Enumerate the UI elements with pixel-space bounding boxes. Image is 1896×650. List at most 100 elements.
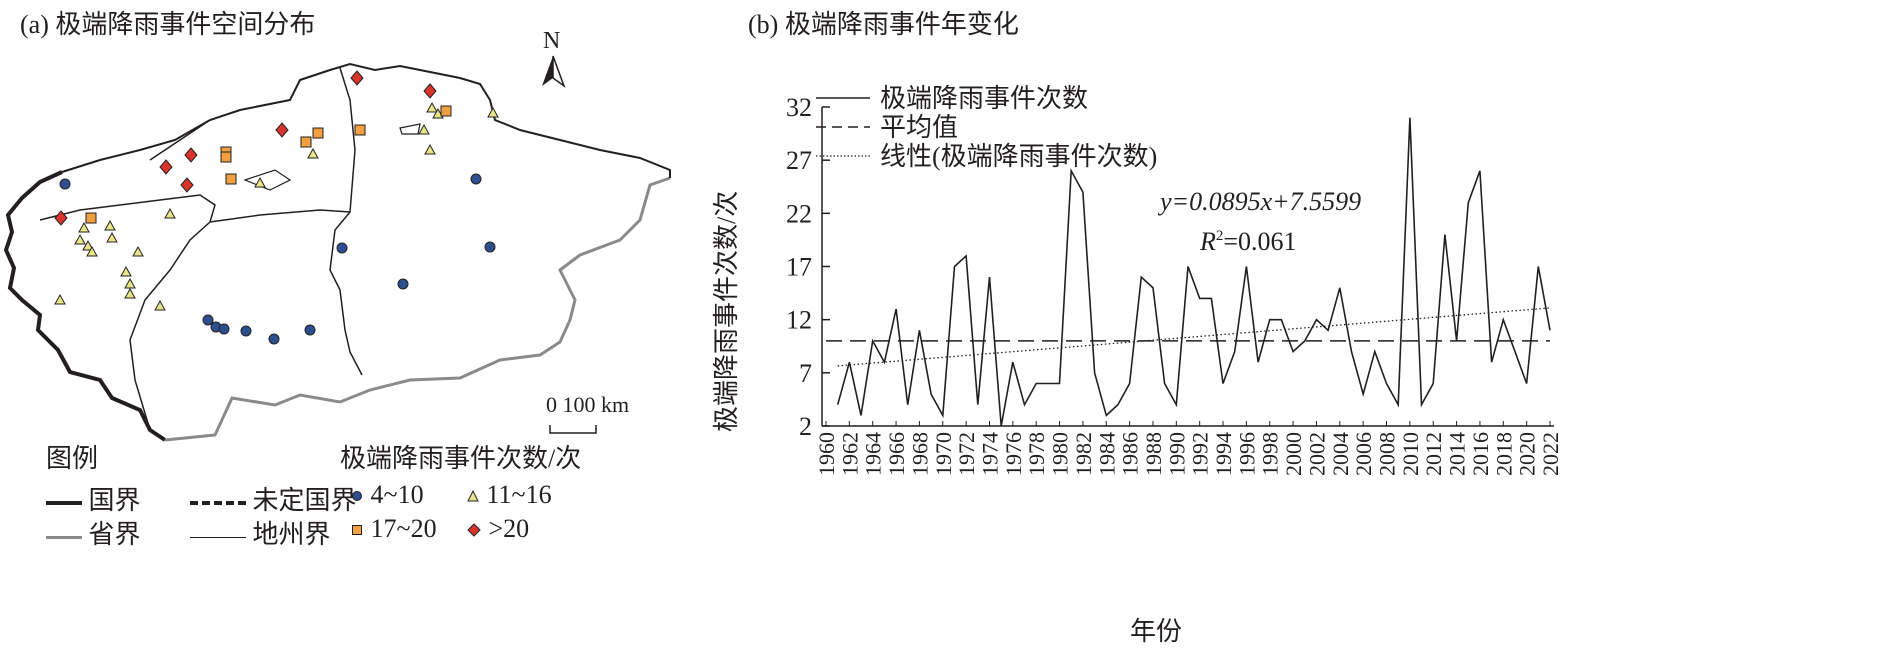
x-tick-label: 1974	[977, 432, 1002, 476]
north-label: N	[543, 28, 560, 54]
station-triangle-marker	[86, 245, 98, 257]
station-diamond-marker	[275, 122, 289, 138]
station-circle-marker	[304, 324, 316, 336]
square-marker-icon	[352, 525, 362, 535]
station-triangle-marker	[154, 299, 166, 311]
station-triangle-marker	[120, 265, 132, 277]
station-square-marker	[312, 127, 324, 139]
x-tick-label: 1970	[931, 432, 956, 476]
station-diamond-marker	[159, 159, 173, 175]
points-legend-title: 极端降雨事件次数/次	[340, 444, 582, 473]
station-triangle-marker	[74, 233, 86, 245]
x-tick-label: 1978	[1024, 432, 1049, 476]
station-diamond-marker	[423, 83, 437, 99]
y-tick-label: 7	[799, 359, 812, 388]
scale-bar	[549, 425, 597, 434]
station-triangle-marker	[54, 293, 66, 305]
y-tick-label: 2	[799, 412, 812, 441]
station-circle-marker	[268, 333, 280, 345]
station-circle-marker	[240, 325, 252, 337]
legend-province-border: 省界	[46, 514, 141, 551]
station-markers	[54, 70, 499, 345]
x-axis-label: 年份	[1130, 617, 1182, 646]
x-tick-label: 1988	[1141, 432, 1166, 476]
x-tick-label: 2002	[1304, 432, 1329, 476]
series-marks	[826, 117, 1551, 427]
station-square-marker	[220, 151, 232, 163]
x-tick-label: 2012	[1421, 432, 1446, 476]
station-triangle-marker	[78, 221, 90, 233]
y-tick-label: 32	[786, 93, 812, 122]
map: N 0 100 km	[3, 28, 671, 442]
x-tick-label: 1994	[1211, 432, 1236, 476]
x-tick-label: 2004	[1328, 432, 1353, 476]
station-circle-marker	[202, 314, 214, 326]
r-squared: R2=0.061	[1199, 227, 1297, 256]
station-diamond-marker	[54, 210, 68, 226]
station-triangle-marker	[307, 147, 319, 159]
x-tick-label: 2020	[1515, 432, 1540, 476]
x-tick-label: 1976	[1001, 432, 1026, 476]
x-tick-label: 1998	[1258, 432, 1283, 476]
station-circle-marker	[484, 241, 496, 253]
x-tick-label: 2008	[1375, 432, 1400, 476]
x-tick-label: 2010	[1398, 432, 1423, 476]
station-square-marker	[440, 105, 452, 117]
x-tick-label: 1968	[907, 432, 932, 476]
station-circle-marker	[218, 323, 230, 335]
x-tick-label: 1972	[954, 432, 979, 476]
legend-4-10: 4~10	[350, 480, 424, 510]
station-circle-marker	[470, 173, 482, 185]
north-arrow-icon	[542, 55, 566, 89]
x-tick-label: 1982	[1071, 432, 1096, 476]
station-diamond-marker	[184, 147, 198, 163]
x-tick-label: 2016	[1468, 432, 1493, 476]
station-triangle-marker	[104, 219, 116, 231]
x-tick-label: 1992	[1188, 432, 1213, 476]
station-circle-marker	[336, 242, 348, 254]
x-tick-label: 1962	[837, 432, 862, 476]
x-tick-label: 1960	[814, 432, 839, 476]
diamond-marker-icon	[467, 523, 481, 537]
legend-title: 图例	[46, 444, 99, 473]
x-tick-label: 1990	[1164, 432, 1189, 476]
station-triangle-marker	[424, 143, 436, 155]
station-circle-marker	[59, 178, 71, 190]
station-triangle-marker	[254, 176, 266, 188]
trend-line	[837, 307, 1551, 367]
axes: 2712172227321960196219641966196819701972…	[786, 93, 1563, 476]
x-tick-label: 2006	[1351, 432, 1376, 476]
trend-equation: y=0.0895x+7.5599	[1157, 187, 1361, 216]
station-square-marker	[85, 212, 97, 224]
station-triangle-marker	[106, 231, 118, 243]
legend-undetermined-border: 未定国界	[190, 480, 357, 517]
province-border	[164, 176, 671, 442]
legend-label-mean: 平均值	[880, 113, 958, 142]
x-tick-label: 1964	[861, 432, 886, 476]
station-square-marker	[354, 124, 366, 136]
station-triangle-marker	[487, 106, 499, 118]
series-line-count	[836, 117, 1551, 427]
station-triangle-marker	[418, 123, 430, 135]
legend-11-16: 11~16	[466, 480, 552, 510]
station-triangle-marker	[132, 245, 144, 257]
y-tick-label: 12	[786, 306, 812, 335]
y-tick-label: 27	[786, 146, 812, 175]
x-tick-label: 1980	[1048, 432, 1073, 476]
scale-label: 0 100 km	[546, 392, 629, 417]
x-tick-label: 2018	[1491, 432, 1516, 476]
x-tick-label: 1996	[1234, 432, 1259, 476]
station-diamond-marker	[180, 177, 194, 193]
y-tick-label: 17	[786, 253, 812, 282]
triangle-marker-icon	[467, 489, 479, 502]
station-square-marker	[300, 136, 312, 148]
y-axis-label: 极端降雨事件次数/次	[712, 191, 741, 432]
chart-title: (b) 极端降雨事件年变化	[748, 10, 1019, 39]
legend-national-border: 国界	[46, 480, 141, 517]
station-triangle-marker	[426, 101, 438, 113]
legend-label-count: 极端降雨事件次数	[880, 84, 1088, 113]
station-square-marker	[225, 173, 237, 185]
station-diamond-marker	[350, 70, 364, 86]
legend-prefecture-border: 地州界	[190, 514, 331, 551]
